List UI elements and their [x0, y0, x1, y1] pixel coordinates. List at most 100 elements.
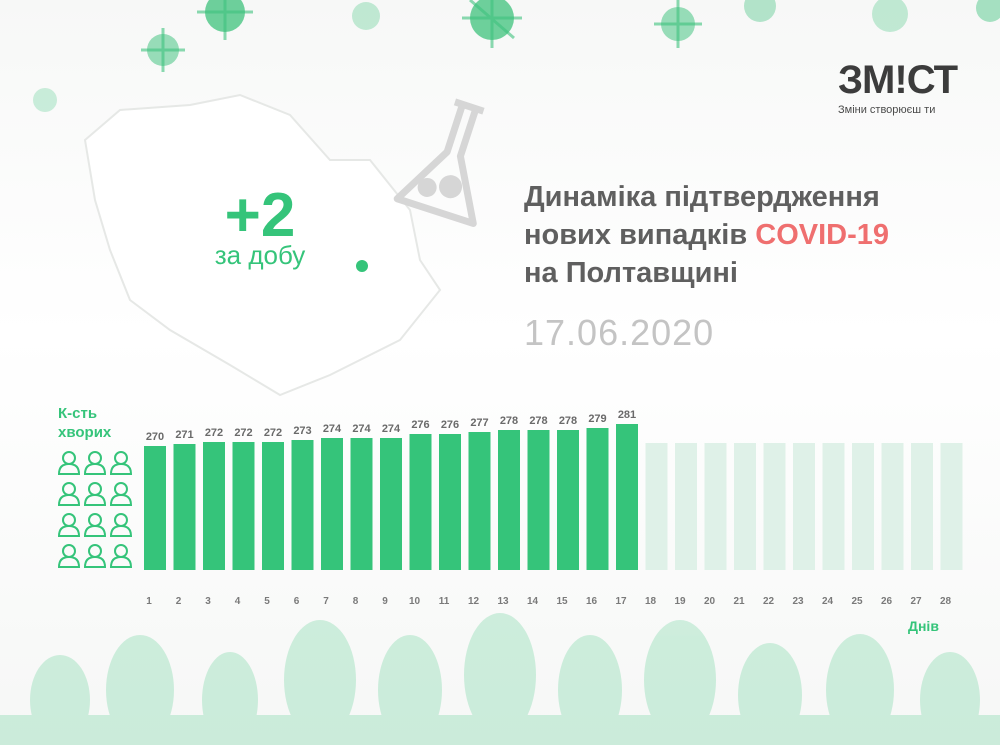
person-icon [83, 482, 107, 506]
data-label: 274 [382, 423, 401, 435]
person-icon [109, 544, 133, 568]
x-tick-label: 27 [910, 596, 922, 607]
brand-tagline: Зміни створюєш ти [838, 104, 936, 116]
data-label: 278 [500, 415, 518, 427]
person-icon [57, 451, 81, 475]
data-label: 274 [323, 423, 342, 435]
x-tick-label: 20 [704, 596, 716, 607]
x-tick-label: 16 [586, 596, 598, 607]
bar [173, 444, 196, 570]
data-label: 281 [618, 409, 636, 421]
person-icon [83, 451, 107, 475]
chart-title: Динаміка підтвердження нових випадків CO… [524, 178, 984, 292]
x-tick-label: 19 [674, 596, 686, 607]
data-label: 273 [293, 425, 311, 437]
person-icon [57, 513, 81, 537]
x-tick-label: 9 [382, 596, 388, 607]
x-tick-label: 1 [146, 596, 152, 607]
x-tick-label: 15 [556, 596, 568, 607]
covid-highlight: COVID-19 [755, 219, 890, 251]
bar [468, 432, 491, 570]
data-label: 276 [441, 419, 459, 431]
x-tick-label: 11 [439, 596, 450, 607]
bar [203, 442, 225, 570]
x-tick-label: 8 [353, 596, 359, 607]
x-tick-label: 21 [733, 596, 745, 607]
person-icon [109, 513, 133, 537]
bar-empty [822, 443, 845, 570]
bar [586, 428, 609, 570]
x-tick-label: 23 [792, 596, 804, 607]
bar-empty [881, 443, 904, 570]
x-tick-label: 13 [497, 596, 509, 607]
daily-increase-unit: за добу [214, 240, 306, 270]
x-tick-label: 12 [468, 596, 480, 607]
data-label: 279 [588, 413, 606, 425]
bar-empty [645, 443, 668, 570]
x-tick-label: 25 [851, 596, 863, 607]
city-marker [356, 260, 368, 272]
bar [262, 442, 284, 570]
data-label: 274 [352, 423, 371, 435]
daily-increase: +2 [224, 181, 296, 250]
bar-empty [940, 443, 963, 570]
x-tick-label: 7 [323, 596, 329, 607]
data-label: 272 [234, 427, 252, 439]
x-tick-label: 5 [264, 596, 270, 607]
bar [616, 424, 638, 570]
bar [409, 434, 432, 570]
bar [527, 430, 550, 570]
bar [350, 438, 373, 570]
bar [380, 438, 402, 570]
x-tick-label: 17 [615, 596, 627, 607]
x-tick-label: 24 [822, 596, 834, 607]
x-tick-label: 2 [176, 596, 182, 607]
bar-empty [675, 443, 697, 570]
crowd-silhouette [0, 613, 1000, 745]
data-label: 278 [529, 415, 547, 427]
person-icon [83, 513, 107, 537]
data-label: 271 [175, 429, 193, 441]
bar-empty [793, 443, 815, 570]
x-tick-label: 26 [881, 596, 893, 607]
bar [144, 446, 166, 570]
data-label: 278 [559, 415, 577, 427]
data-label: 277 [470, 417, 488, 429]
x-tick-label: 10 [409, 596, 421, 607]
bar [557, 430, 579, 570]
flask-icon [393, 98, 485, 227]
data-label: 276 [411, 419, 429, 431]
title-line-3: на Полтавщині [524, 257, 738, 289]
report-date: 17.06.2020 [524, 312, 715, 353]
person-icon [109, 482, 133, 506]
poltava-region-map [83, 93, 442, 397]
bar-empty [734, 443, 756, 570]
bar-empty [704, 443, 727, 570]
person-icon [83, 544, 107, 568]
data-label: 272 [264, 427, 282, 439]
bar-empty [911, 443, 933, 570]
title-line-2: нових випадків COVID-19 [524, 219, 890, 251]
x-tick-label: 3 [205, 596, 211, 607]
bar [439, 434, 461, 570]
data-label: 272 [205, 427, 223, 439]
person-icon [57, 482, 81, 506]
x-tick-label: 22 [763, 596, 775, 607]
bar [498, 430, 520, 570]
person-icon [109, 451, 133, 475]
x-tick-label: 6 [294, 596, 300, 607]
x-axis-label: Днів [908, 618, 939, 634]
bar-empty [852, 443, 874, 570]
data-label: 270 [146, 431, 164, 443]
title-line-1: Динаміка підтвердження [524, 181, 880, 213]
y-axis-label: К-сть хворих [58, 405, 112, 441]
bar-empty [763, 443, 786, 570]
bar [291, 440, 314, 570]
x-tick-label: 4 [235, 596, 241, 607]
bar [321, 438, 343, 570]
x-tick-label: 14 [527, 596, 539, 607]
x-tick-label: 28 [940, 596, 952, 607]
